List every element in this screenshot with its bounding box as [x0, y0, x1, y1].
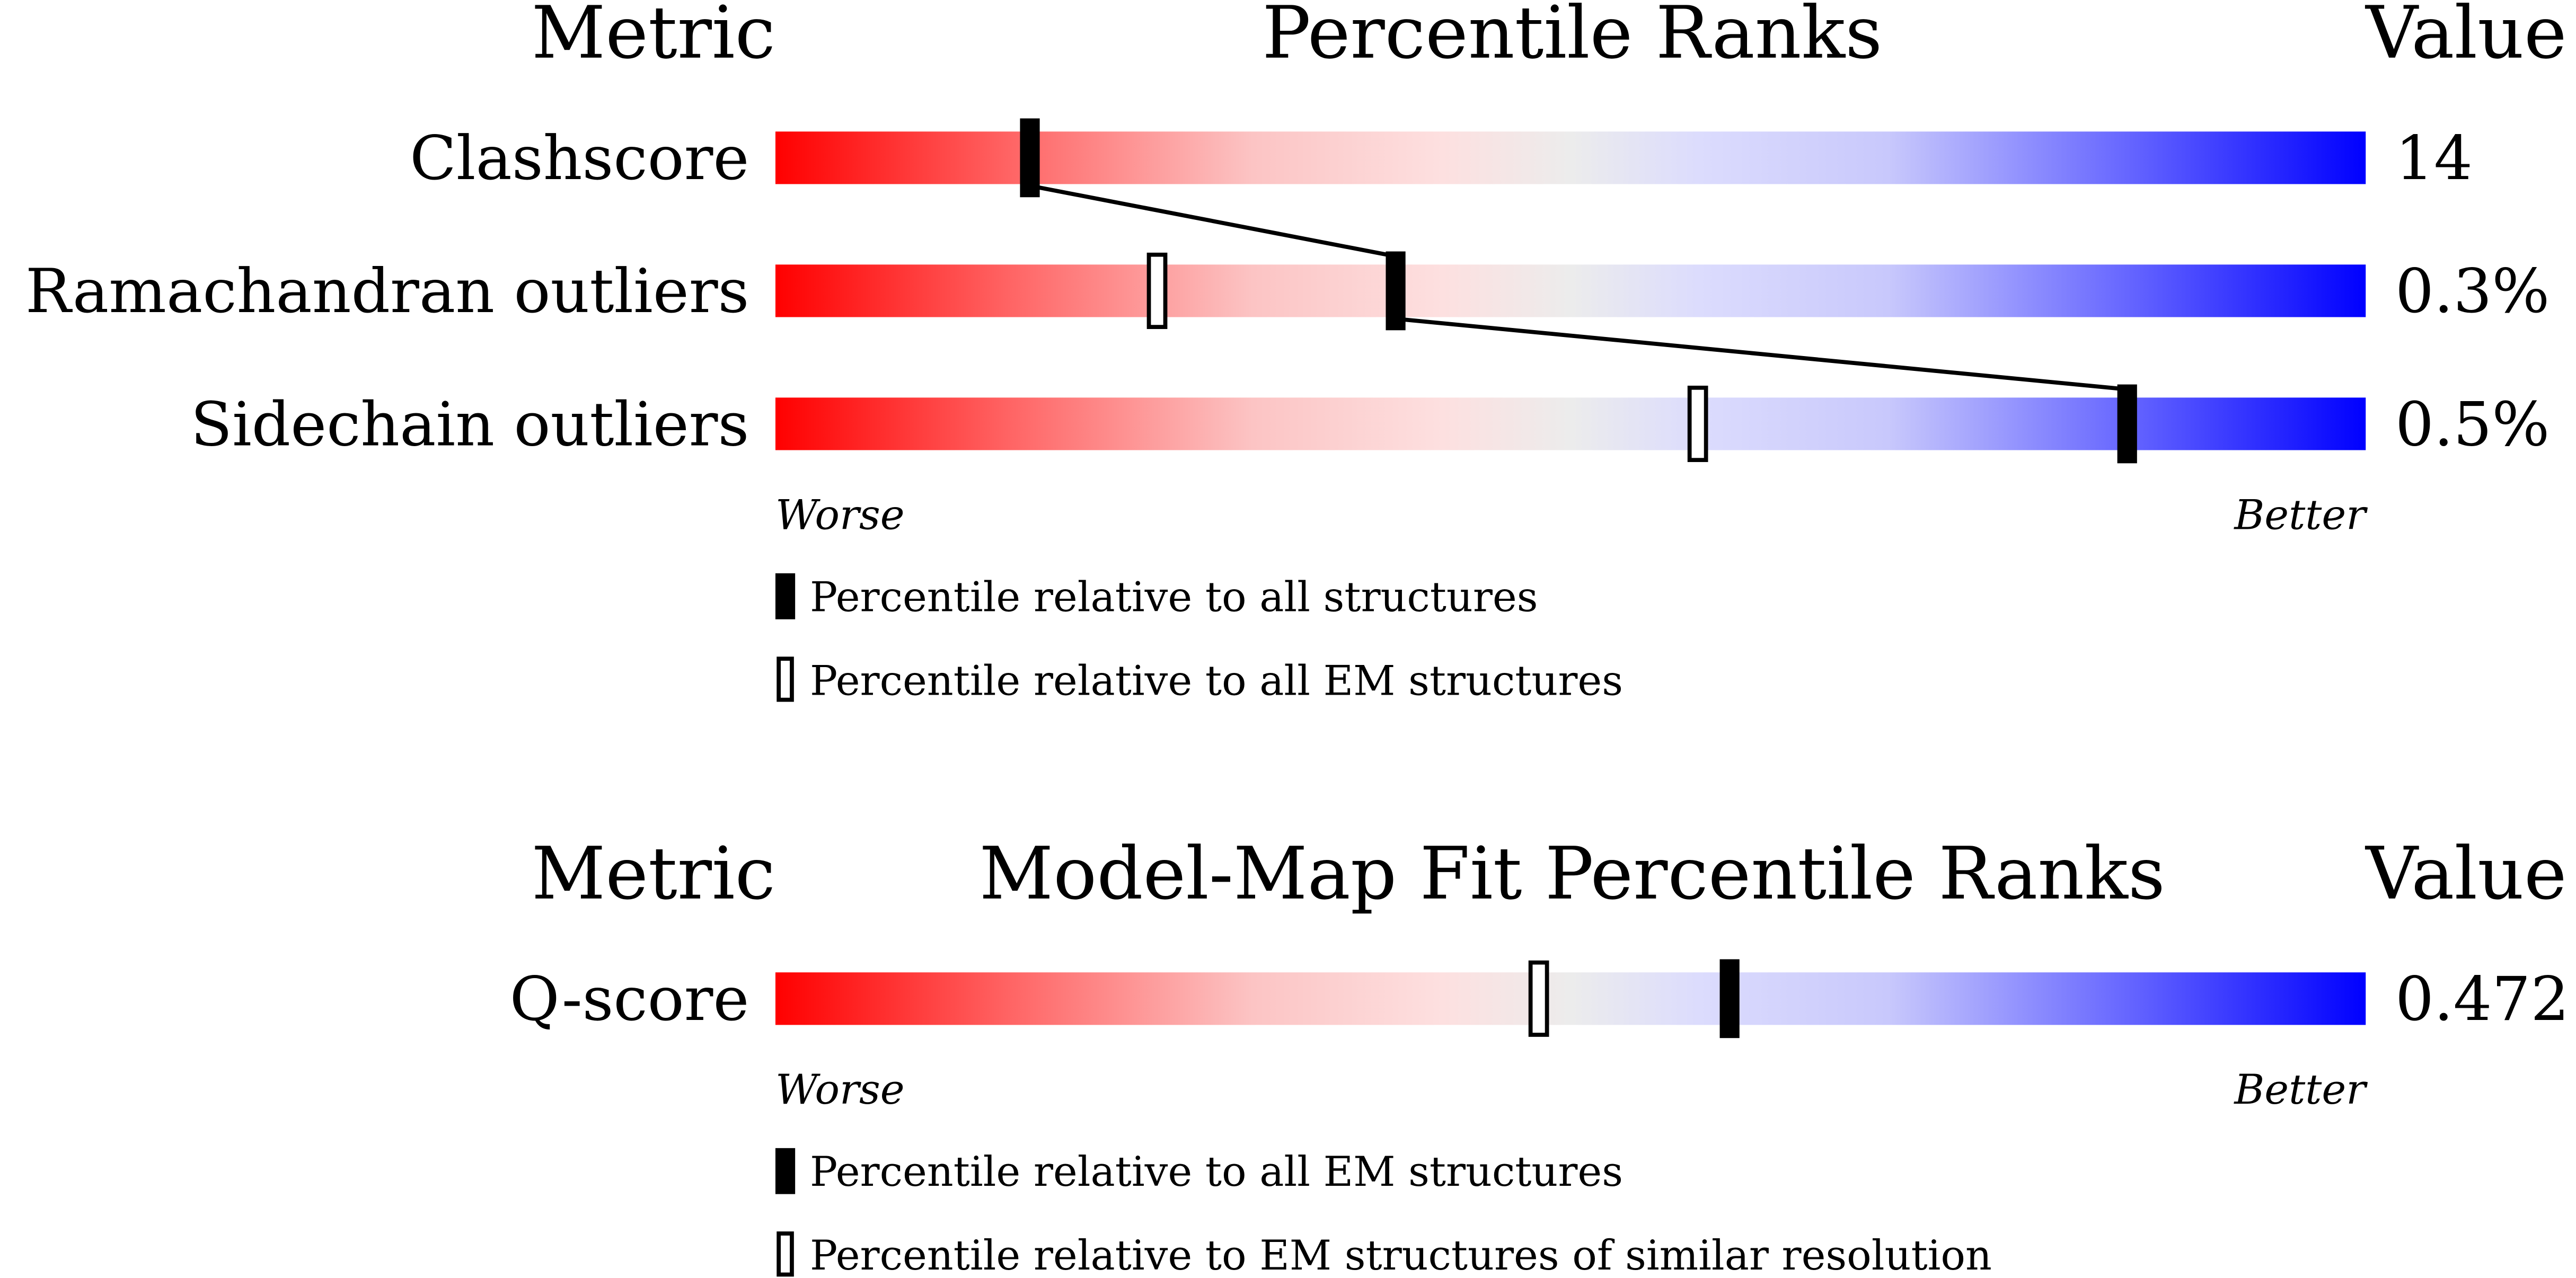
metric-value: 14 [2395, 123, 2473, 194]
better-label: Better [2233, 491, 2368, 539]
filled-marker [1719, 959, 1740, 1039]
metric-label: Q-score [510, 964, 749, 1035]
legend-filled-text: Percentile relative to all structures [810, 573, 1538, 621]
header-metric: Metric [532, 0, 775, 75]
header-value: Value [2365, 0, 2566, 75]
legend-filled-text: Percentile relative to all EM structures [810, 1148, 1623, 1196]
slider-bar [775, 264, 2366, 317]
legend-filled-icon [775, 573, 796, 619]
header-value: Value [2365, 832, 2566, 916]
metric-label: Ramachandran outliers [25, 256, 749, 327]
connector-line [1029, 183, 1396, 259]
filled-marker [1020, 118, 1040, 198]
metric-value: 0.3% [2395, 256, 2549, 327]
open-marker [1528, 960, 1549, 1037]
metric-value: 0.472 [2395, 964, 2569, 1035]
header-title: Model-Map Fit Percentile Ranks [980, 832, 2165, 916]
legend-open-icon [777, 656, 794, 702]
open-marker [1687, 385, 1708, 463]
filled-marker [1386, 251, 1406, 331]
legend-open-text: Percentile relative to all EM structures [810, 657, 1623, 705]
slider-bar [775, 397, 2366, 450]
worse-label: Worse [775, 1066, 905, 1114]
slider-bar [775, 972, 2366, 1025]
connector-layer [1029, 183, 2128, 392]
header-title: Percentile Ranks [1262, 0, 1882, 75]
open-marker [1146, 252, 1168, 329]
header-metric: Metric [532, 832, 775, 916]
filled-marker [2117, 384, 2137, 464]
slider-bar [775, 131, 2366, 184]
legend-filled-icon [775, 1148, 796, 1194]
metric-label: Sidechain outliers [191, 389, 749, 460]
connector-line [1395, 316, 2128, 392]
metric-value: 0.5% [2395, 389, 2549, 460]
legend-open-text: Percentile relative to EM structures of … [810, 1232, 1992, 1278]
metric-label: Clashscore [410, 123, 749, 194]
better-label: Better [2233, 1066, 2368, 1114]
legend-open-icon [777, 1231, 794, 1277]
worse-label: Worse [775, 491, 905, 539]
